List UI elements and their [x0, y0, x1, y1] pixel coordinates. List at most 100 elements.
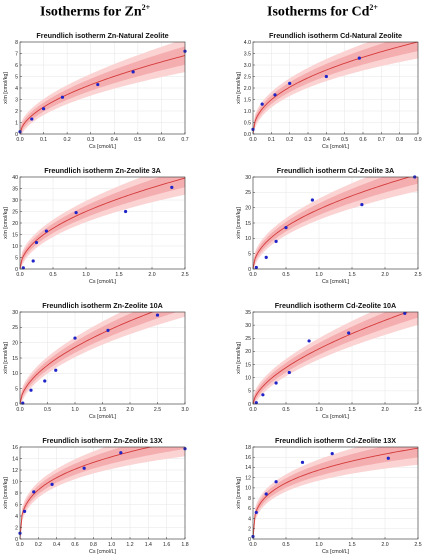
x-tick-label: 2.0 — [381, 407, 388, 413]
x-tick-label: 0.7 — [181, 137, 188, 143]
x-tick-label: 0.5 — [134, 137, 141, 143]
data-point — [170, 185, 174, 189]
y-tick-label: 10 — [12, 479, 18, 485]
x-tick-label: 0.6 — [158, 137, 165, 143]
data-point — [155, 313, 160, 317]
x-tick-label: 0.0 — [249, 137, 256, 143]
prediction-band — [253, 42, 418, 134]
x-tick-label: 0.1 — [268, 137, 275, 143]
chart-cd-natural-zeolite: Freundlich isotherm Cd-Natural Zeolite 0.… — [236, 31, 422, 150]
data-point — [403, 311, 407, 315]
y-tick-label: 0 — [248, 402, 251, 408]
data-point — [82, 466, 86, 470]
x-axis-label: Cs [cmol/L] — [322, 414, 349, 420]
x-tick-label: 1.0 — [108, 542, 115, 548]
data-point — [34, 240, 39, 245]
y-tick-label: 20 — [12, 221, 18, 227]
y-tick-label: 4.0 — [244, 40, 251, 46]
x-tick-label: 0.6 — [71, 542, 78, 548]
y-tick-label: 8 — [248, 496, 251, 502]
y-tick-label: 5 — [15, 255, 18, 261]
prediction-band — [253, 177, 418, 269]
confidence-band — [20, 46, 185, 134]
x-tick-label: 2.5 — [414, 542, 421, 548]
x-tick-label: 2.0 — [381, 272, 388, 278]
chart-zn-zeolite-10a: Freundlich isotherm Zn-Zeolite 10A 0.0 0.5… — [3, 301, 189, 420]
data-point — [330, 452, 334, 456]
confidence-band — [20, 447, 185, 539]
chart-zn-natural-zeolite: Freundlich isotherm Zn-Natural Zeolite 0.… — [3, 31, 189, 150]
y-tick-label: 10 — [12, 244, 18, 250]
confidence-band — [253, 312, 418, 404]
y-tick-label: 30 — [12, 310, 18, 316]
data-point — [29, 388, 33, 392]
y-tick-label: 35 — [245, 310, 251, 316]
x-tick-label: 0.1 — [40, 137, 47, 143]
y-tick-label: 20 — [245, 349, 251, 355]
fit-group — [253, 312, 418, 404]
chart-title: Freundlich isotherm Cd-Zeolite 13X — [275, 436, 396, 445]
y-tick-label: 40 — [12, 175, 18, 181]
y-tick-label: 10 — [245, 486, 251, 492]
chart-cd-zeolite-3a: Freundlich isotherm Cd-Zeolite 3A 0.0 0.5 1… — [236, 166, 422, 285]
data-point — [124, 209, 128, 214]
y-tick-label: 0 — [15, 537, 18, 543]
x-tick-label: 2.0 — [126, 407, 133, 413]
data-point — [41, 107, 46, 111]
y-tick-label: 25 — [245, 336, 251, 342]
x-tick-label: 2.5 — [154, 407, 161, 413]
data-point — [22, 509, 27, 513]
y-tick-label: 25 — [12, 209, 18, 215]
confidence-band — [253, 42, 418, 134]
data-point — [131, 70, 135, 74]
x-tick-label: 1.5 — [348, 272, 355, 278]
prediction-band — [253, 447, 418, 539]
fit-group — [253, 42, 418, 134]
x-tick-label: 0.0 — [249, 542, 256, 548]
fit-group — [20, 312, 185, 404]
data-point — [300, 460, 305, 464]
chart-title: Freundlich isotherm Cd-Zeolite 10A — [275, 301, 396, 310]
x-tick-label: 0.5 — [49, 272, 56, 278]
y-tick-label: 15 — [12, 356, 18, 362]
data-point — [264, 492, 268, 496]
y-axis-label: x/m [cmol/kg] — [236, 72, 242, 104]
y-tick-label: 14 — [245, 465, 251, 471]
y-tick-label: 2 — [15, 109, 18, 115]
x-tick-label: 0.4 — [53, 542, 60, 548]
y-tick-label: 5 — [248, 251, 251, 257]
x-tick-label: 0.0 — [16, 272, 23, 278]
chart-cd-zeolite-13x: Freundlich isotherm Cd-Zeolite 13X 0.0 0.5… — [236, 436, 422, 555]
x-tick-label: 1.5 — [99, 407, 106, 413]
fit-line — [253, 447, 418, 539]
x-tick-label: 0.8 — [396, 137, 403, 143]
y-tick-label: 0 — [248, 267, 251, 273]
x-tick-label: 2.5 — [414, 407, 421, 413]
y-tick-label: 4 — [248, 516, 251, 522]
x-tick-label: 0.5 — [282, 272, 289, 278]
data-point — [288, 81, 292, 85]
y-tick-label: 8 — [15, 491, 18, 497]
y-tick-label: 5 — [248, 389, 251, 395]
x-tick-label: 2.0 — [148, 272, 155, 278]
y-tick-label: 14 — [12, 456, 18, 462]
x-axis-label: Cs [cmol/L] — [89, 144, 116, 150]
y-tick-label: 0 — [248, 537, 251, 543]
y-tick-label: 7 — [15, 51, 18, 57]
data-point — [287, 370, 291, 375]
data-point — [254, 401, 258, 405]
x-tick-label: 0.5 — [341, 137, 348, 143]
column-header-cd-charge: 2+ — [369, 3, 378, 12]
x-axis-label: Cs [cmol/L] — [322, 144, 349, 150]
y-tick-label: 3 — [15, 97, 18, 103]
chart-title: Freundlich isotherm Cd-Natural Zeolite — [269, 31, 402, 40]
chart-zn-zeolite-13x: Freundlich isotherm Zn-Zeolite 13X 0.0 0.2… — [3, 436, 189, 555]
fit-line — [253, 312, 409, 404]
x-tick-label: 0.0 — [16, 407, 23, 413]
x-tick-label: 1.5 — [348, 542, 355, 548]
x-tick-label: 1.0 — [71, 407, 78, 413]
chart-title: Freundlich isotherm Zn-Zeolite 10A — [42, 301, 163, 310]
data-point — [44, 229, 49, 233]
x-tick-label: 1.5 — [115, 272, 122, 278]
data-point — [274, 239, 278, 243]
